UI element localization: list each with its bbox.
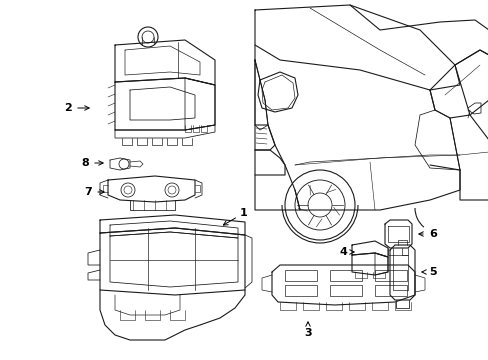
Text: 8: 8 xyxy=(81,158,89,168)
Bar xyxy=(329,270,361,281)
Bar xyxy=(285,285,316,296)
Text: 4: 4 xyxy=(338,247,346,257)
Text: 1: 1 xyxy=(240,208,247,218)
Bar xyxy=(374,285,406,296)
Bar xyxy=(285,270,316,281)
Bar xyxy=(374,270,406,281)
Text: 2: 2 xyxy=(64,103,72,113)
Text: 3: 3 xyxy=(304,328,311,338)
Text: 6: 6 xyxy=(428,229,436,239)
Text: 5: 5 xyxy=(428,267,436,277)
Text: 7: 7 xyxy=(84,187,92,197)
Bar xyxy=(329,285,361,296)
